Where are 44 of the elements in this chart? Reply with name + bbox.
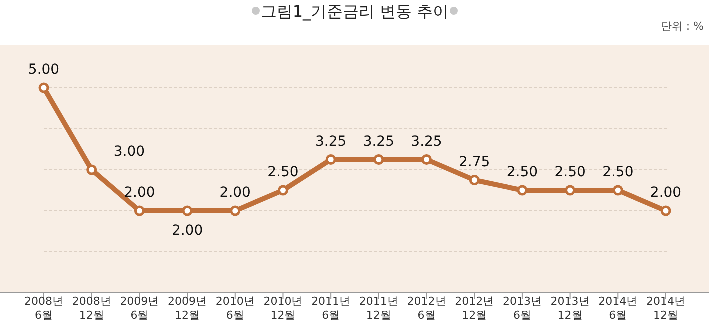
chart-title: 그림1_기준금리 변동 추이 (260, 2, 450, 21)
data-label: 2.50 (554, 164, 586, 180)
x-tick-label: 2008년 12월 (72, 295, 112, 322)
point (660, 206, 672, 216)
data-label: 2.50 (602, 164, 634, 180)
x-tick-label: 2012년 6월 (407, 295, 446, 322)
x-tick-label: 2011년 6월 (312, 295, 351, 322)
data-label: 2.00 (124, 185, 156, 201)
point (278, 185, 288, 196)
x-tick-label: 2009년 12월 (168, 295, 208, 322)
data-label: 3.00 (114, 144, 146, 160)
data-label: 3.25 (315, 134, 347, 150)
data-label: 3.25 (363, 134, 395, 150)
x-tick-label: 2014년 6월 (598, 295, 638, 322)
data-label: 2.50 (268, 164, 299, 180)
x-tick-label: 2008년 6월 (24, 295, 64, 322)
text: 단위 : % (660, 20, 704, 33)
point (38, 82, 50, 94)
point (182, 206, 193, 216)
point (326, 154, 336, 165)
point (612, 185, 624, 196)
data-label: 2.00 (172, 223, 204, 239)
point (565, 185, 576, 196)
data-label: 2.00 (220, 185, 251, 201)
data-label: 2.00 (650, 185, 682, 201)
point (86, 164, 98, 176)
data-label: 2.50 (506, 164, 538, 180)
x-tick-label: 2010년 12월 (264, 295, 303, 322)
x-tick-label: 2014년 12월 (646, 295, 686, 322)
x-tick-label: 2010년 6월 (216, 295, 255, 322)
x-tick-label: 2013년 6월 (502, 295, 542, 322)
point (517, 185, 528, 196)
data-label: 2.75 (459, 154, 490, 170)
point (422, 154, 432, 165)
x-tick-label: 2012년 12월 (455, 295, 494, 322)
data-label: 3.25 (411, 134, 442, 150)
point (230, 206, 241, 216)
data-label: 5.00 (28, 62, 60, 78)
point (134, 206, 145, 216)
x-tick-label: 2009년 6월 (120, 295, 160, 322)
point (374, 154, 384, 165)
x-tick-label: 2011년 12월 (359, 295, 398, 322)
point (469, 175, 480, 186)
x-tick-label: 2013년 12월 (550, 295, 590, 322)
